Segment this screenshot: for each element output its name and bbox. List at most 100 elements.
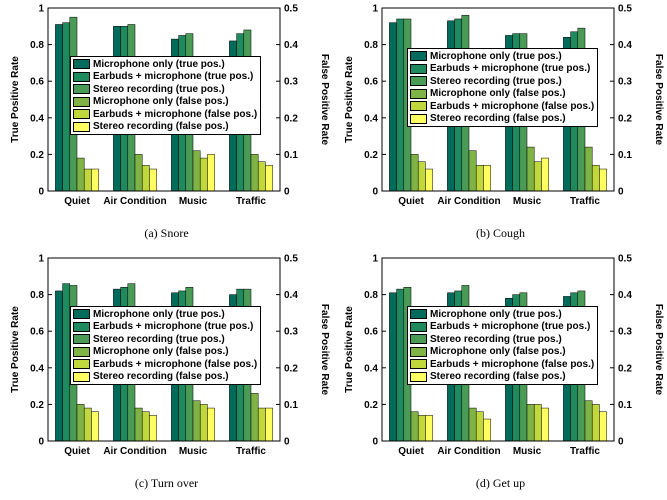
legend-entry: Earbuds + microphone (false pos.)	[73, 358, 257, 371]
bar	[257, 161, 266, 192]
x-tick-label: Music	[179, 446, 208, 457]
y-right-tick-label: 0	[284, 437, 290, 448]
chart-panel-get-up: Quiet Air Condition Music Traffic 0 0.2 0.4 0.6…	[334, 250, 667, 500]
legend-entry: Earbuds + microphone (false pos.)	[410, 358, 594, 371]
legend-swatch	[73, 309, 90, 320]
x-tick-label: Traffic	[236, 196, 266, 207]
legend-swatch	[73, 109, 90, 120]
y-right-tick-label: 0	[618, 437, 624, 448]
y-left-tick-label: 0.2	[30, 150, 44, 161]
bar	[257, 407, 266, 442]
y-right-tick-label: 0.1	[284, 400, 298, 411]
legend-swatch	[73, 371, 90, 382]
x-tick-label: Quiet	[64, 196, 90, 207]
y-right-tick-label: 0.1	[618, 400, 632, 411]
legend-swatch	[410, 101, 427, 112]
legend-label: Microphone only (false pos.)	[430, 346, 566, 358]
plot-frame	[381, 7, 615, 192]
legend-entry: Stereo recording (true pos.)	[410, 333, 594, 346]
y-right-tick-label: 0.3	[618, 77, 632, 88]
legend-swatch	[410, 51, 427, 62]
legend-entry: Microphone only (true pos.)	[410, 308, 594, 321]
bar	[425, 415, 433, 442]
legend-swatch	[73, 59, 90, 70]
bar	[541, 407, 549, 442]
legend-swatch	[410, 63, 427, 74]
legend-label: Microphone only (true pos.)	[430, 50, 562, 62]
legend-entry: Stereo recording (false pos.)	[73, 371, 257, 384]
bar	[591, 404, 600, 442]
legend-entry: Microphone only (true pos.)	[410, 50, 594, 63]
legend-swatch	[410, 346, 427, 357]
y-left-tick-label: 0.8	[364, 290, 378, 301]
legend-label: Earbuds + microphone (false pos.)	[430, 358, 595, 370]
y-left-tick-label: 0.6	[30, 77, 44, 88]
legend-entry: Microphone only (true pos.)	[73, 308, 257, 321]
y-left-tick-label: 1	[372, 254, 378, 265]
y-right-tick-label: 0.2	[618, 113, 632, 124]
y-left-tick-label: 1	[38, 4, 44, 15]
legend-swatch	[410, 309, 427, 320]
bar	[417, 415, 426, 442]
legend-entry: Stereo recording (true pos.)	[73, 83, 257, 96]
y-left-tick-label: 0.6	[364, 77, 378, 88]
legend-label: Earbuds + microphone (true pos.)	[430, 63, 591, 75]
x-tick-label: Air Condition	[437, 196, 500, 207]
x-tick-label: Music	[513, 446, 542, 457]
x-tick-label: Quiet	[398, 196, 424, 207]
bar	[192, 400, 201, 442]
bar	[207, 407, 215, 442]
y-right-tick-label: 0.4	[284, 290, 298, 301]
x-tick-label: Music	[513, 196, 542, 207]
legend-label: Microphone only (false pos.)	[93, 346, 229, 358]
y-axis-label-right: False Positive Rate	[319, 54, 330, 146]
legend-label: Microphone only (true pos.)	[430, 308, 562, 320]
y-axis-label-left: True Positive Rate	[10, 56, 21, 143]
x-tick-label: Traffic	[570, 196, 600, 207]
chart-caption: (a) Snore	[144, 226, 189, 240]
y-axis-label-left: True Positive Rate	[344, 306, 355, 393]
legend-swatch	[73, 84, 90, 95]
legend-swatch	[73, 321, 90, 332]
y-left-tick-label: 0	[38, 187, 44, 198]
legend-swatch	[73, 121, 90, 132]
y-left-tick-label: 0	[38, 437, 44, 448]
y-left-tick-label: 1	[38, 254, 44, 265]
y-axis-label-left: True Positive Rate	[10, 306, 21, 393]
chart-panel-turn-over: Quiet Air Condition Music Traffic 0 0.2 0.4 0.6…	[0, 250, 333, 500]
bar	[265, 165, 273, 192]
legend-label: Stereo recording (false pos.)	[93, 121, 229, 133]
y-axis-label-right: False Positive Rate	[653, 304, 664, 396]
y-left-tick-label: 0.4	[30, 113, 44, 124]
legend-entry: Stereo recording (false pos.)	[410, 371, 594, 384]
y-left-tick-label: 0.2	[364, 150, 378, 161]
x-tick-label: Quiet	[64, 446, 90, 457]
legend-swatch	[410, 113, 427, 124]
y-right-tick-label: 0.3	[618, 327, 632, 338]
bar	[425, 168, 433, 192]
legend-label: Earbuds + microphone (true pos.)	[93, 321, 254, 333]
legend-entry: Microphone only (false pos.)	[410, 88, 594, 101]
legend-entry: Microphone only (true pos.)	[73, 58, 257, 71]
bar	[396, 288, 405, 442]
legend-label: Earbuds + microphone (false pos.)	[430, 100, 595, 112]
y-left-tick-label: 0.4	[30, 363, 44, 374]
chart-panel-cough: Quiet Air Condition Music Traffic 0 0.2 0.4 0.6…	[334, 0, 667, 250]
bar	[533, 161, 542, 192]
legend-label: Stereo recording (true pos.)	[430, 75, 562, 87]
bar	[207, 154, 215, 192]
legend-label: Stereo recording (false pos.)	[93, 371, 229, 383]
chart-caption: (d) Get up	[475, 476, 526, 490]
bar	[55, 24, 63, 192]
y-left-tick-label: 0.4	[364, 363, 378, 374]
legend-swatch	[73, 96, 90, 107]
bar	[62, 283, 71, 442]
bar	[468, 150, 477, 192]
legend-label: Earbuds + microphone (false pos.)	[93, 358, 258, 370]
legend-entry: Microphone only (false pos.)	[410, 346, 594, 359]
bar	[83, 407, 92, 442]
bar	[410, 411, 419, 442]
y-left-tick-label: 0.4	[364, 113, 378, 124]
bar	[192, 150, 201, 192]
legend-swatch	[73, 71, 90, 82]
